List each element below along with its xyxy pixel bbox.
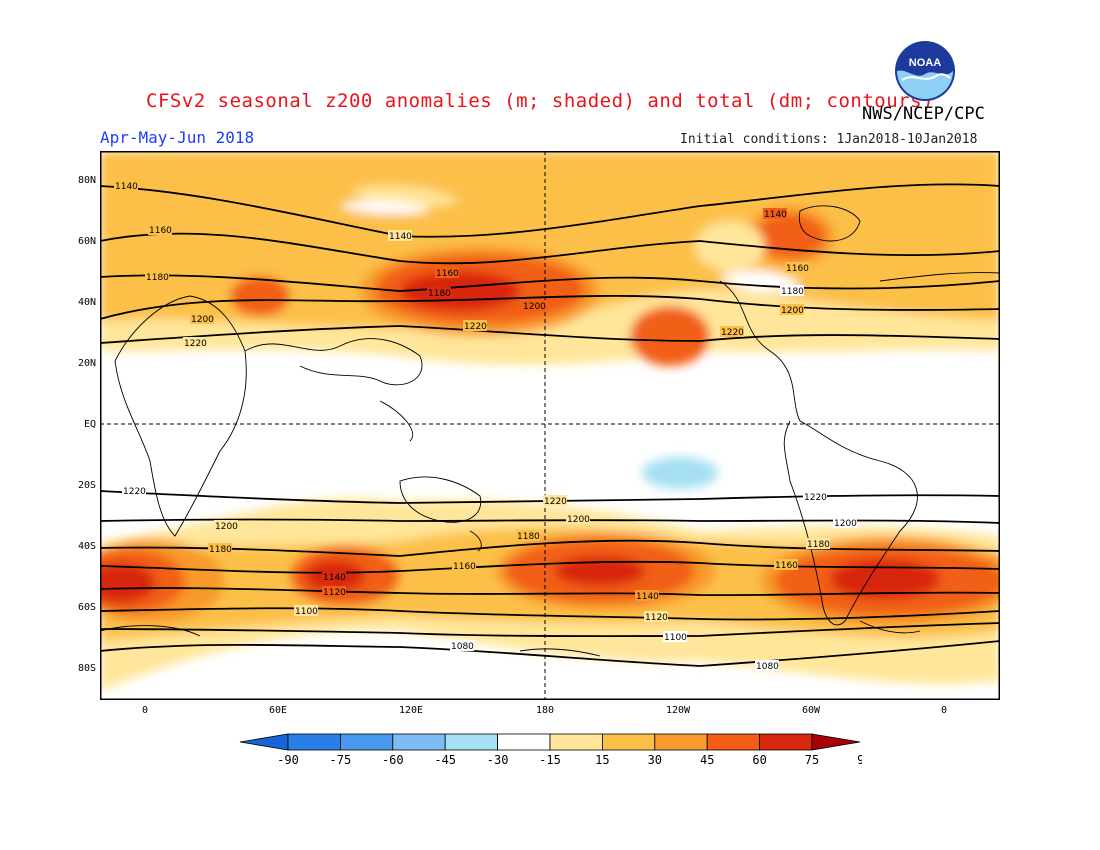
colorbar-triangle-high <box>811 733 861 751</box>
contour-label: 1220 <box>721 328 744 338</box>
colorbar-label: -45 <box>434 753 456 767</box>
contour-label: 1140 <box>115 182 138 192</box>
contour-label: 1160 <box>775 561 798 571</box>
contour-label: 1120 <box>323 588 346 598</box>
contour-label: 1140 <box>764 210 787 220</box>
contour-1180-sh <box>100 539 1000 557</box>
nh-anomaly-shading <box>100 151 1000 366</box>
contour-label: 1140 <box>389 232 412 242</box>
contour-1140-sh <box>100 587 1000 597</box>
colorbar-swatch <box>549 733 603 751</box>
contour-label: 1120 <box>645 613 668 623</box>
contour-1180-nh <box>100 274 1000 292</box>
contour-label: 1160 <box>149 226 172 236</box>
map-frame <box>100 151 1000 700</box>
lat-label: 60N <box>77 236 96 247</box>
lat-label: 40S <box>77 541 96 552</box>
contour-label: 1200 <box>781 306 804 316</box>
lat-label: 40N <box>77 297 96 308</box>
contour-label: 1220 <box>123 487 146 497</box>
colorbar-swatch <box>759 733 813 751</box>
contour-label: 1160 <box>436 269 459 279</box>
colorbar-label: -90 <box>277 753 299 767</box>
colorbar-swatch <box>340 733 394 751</box>
contour-label: 1180 <box>146 273 169 283</box>
contour-label: 1100 <box>295 607 318 617</box>
contour-label: 1160 <box>453 562 476 572</box>
lat-label: EQ <box>83 419 96 430</box>
contour-label: 1200 <box>834 519 857 529</box>
initial-conditions-label: Initial conditions: 1Jan2018-10Jan2018 <box>680 132 978 147</box>
lat-label: 20S <box>77 480 96 491</box>
colorbar-swatch <box>601 733 656 751</box>
colorbar-label: -15 <box>539 753 561 767</box>
lon-label: 180 <box>535 705 555 716</box>
lon-label: 60W <box>801 705 821 716</box>
contour-label: 1200 <box>567 515 590 525</box>
contour-1160-sh <box>100 560 1000 574</box>
contour-1220-nh <box>100 325 1000 344</box>
agency-label: NWS/NCEP/CPC <box>862 104 985 124</box>
lon-label: 0 <box>940 705 948 716</box>
contour-label: 1200 <box>523 302 546 312</box>
lat-label: 20N <box>77 358 96 369</box>
contour-1200-nh <box>100 294 1000 320</box>
contour-label: 1140 <box>636 592 659 602</box>
map-title: CFSv2 seasonal z200 anomalies (m; shaded… <box>146 90 934 112</box>
contour-1140-nh <box>100 183 1000 238</box>
noaa-logo-text: NOAA <box>909 57 941 69</box>
contour-label: 1100 <box>664 633 687 643</box>
colorbar: -90 -75 -60 -45 -30 -15 15 30 45 60 75 90 <box>239 733 862 767</box>
colorbar-swatch <box>497 733 551 751</box>
colorbar-label: -75 <box>330 753 352 767</box>
height-contours <box>100 183 1000 667</box>
contour-1160-nh <box>100 232 1000 265</box>
contour-label: 1180 <box>428 289 451 299</box>
noaa-logo: NOAA <box>895 41 955 101</box>
lat-label: 80S <box>77 663 96 674</box>
contour-1120-sh <box>100 607 1000 621</box>
contour-label: 1200 <box>191 315 214 325</box>
contour-label: 1180 <box>517 532 540 542</box>
contour-label: 1180 <box>781 287 804 297</box>
colorbar-label: -30 <box>487 753 509 767</box>
season-label: Apr-May-Jun 2018 <box>100 128 255 147</box>
anomaly-map: 1140 1140 1140 1160 1160 1160 1180 1180 … <box>100 151 1000 700</box>
contour-label: 1220 <box>804 493 827 503</box>
colorbar-label: 45 <box>700 753 714 767</box>
contour-label: 1200 <box>215 522 238 532</box>
lat-label: 60S <box>77 602 96 613</box>
colorbar-label: 15 <box>595 753 609 767</box>
contour-label: 1080 <box>451 642 474 652</box>
colorbar-swatch <box>287 733 341 751</box>
lon-label: 60E <box>268 705 288 716</box>
contour-label: 1220 <box>184 339 207 349</box>
contour-label: 1220 <box>544 497 567 507</box>
colorbar-swatch <box>706 733 761 751</box>
lat-label: 80N <box>77 175 96 186</box>
contour-label: 1080 <box>756 662 779 672</box>
contour-1080-sh <box>100 640 1000 667</box>
colorbar-label: -60 <box>382 753 404 767</box>
contour-label: 1160 <box>786 264 809 274</box>
lon-label: 120W <box>665 705 691 716</box>
contour-1100-sh <box>100 622 1000 638</box>
contour-label: 1180 <box>209 545 232 555</box>
colorbar-swatch <box>654 733 708 751</box>
contour-label: 1220 <box>464 322 487 332</box>
colorbar-label: 60 <box>752 753 766 767</box>
colorbar-swatch <box>444 733 498 751</box>
colorbar-swatch <box>392 733 446 751</box>
contour-label: 1180 <box>807 540 830 550</box>
colorbar-label: 90 <box>857 753 862 767</box>
contour-labels: 1140 1140 1140 1160 1160 1160 1180 1180 … <box>114 180 857 672</box>
lon-label: 0 <box>141 705 149 716</box>
colorbar-label: 75 <box>805 753 819 767</box>
lon-label: 120E <box>398 705 424 716</box>
contour-label: 1140 <box>323 573 346 583</box>
colorbar-label: 30 <box>648 753 662 767</box>
colorbar-triangle-low <box>239 733 289 751</box>
